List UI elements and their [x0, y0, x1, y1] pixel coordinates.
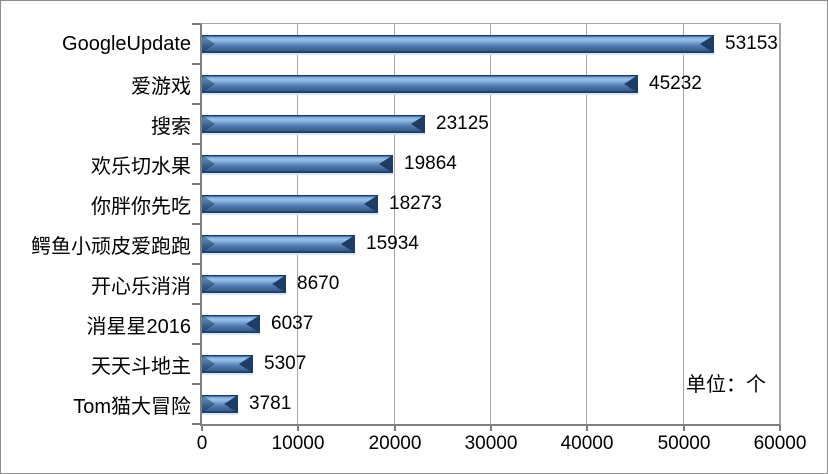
- bar: [202, 35, 714, 53]
- y-axis-tick: [192, 23, 200, 25]
- bar: [202, 155, 393, 173]
- y-axis-tick: [192, 263, 200, 265]
- bar-value-label: 23125: [436, 113, 489, 134]
- bar: [202, 275, 286, 293]
- x-axis-tick-label: 50000: [657, 433, 711, 454]
- category-axis: GoogleUpdate 爱游戏搜索欢乐切水果你胖你先吃鳄鱼小顽皮爱跑跑开心乐消消…: [1, 24, 191, 424]
- gridline: [490, 24, 491, 424]
- y-axis-tick: [192, 303, 200, 305]
- bar: [202, 315, 260, 333]
- x-axis-tick-label: 30000: [464, 433, 518, 454]
- category-label: 开心乐消消: [91, 275, 191, 298]
- x-axis-tick-label: 40000: [560, 433, 614, 454]
- gridline: [297, 24, 298, 424]
- plot-area: 53153 45232 23125 19864 18273 15934 8670 6037 53…: [200, 23, 781, 426]
- bar: [202, 75, 638, 93]
- y-axis-tick: [192, 223, 200, 225]
- y-axis-tick: [192, 423, 200, 425]
- y-axis-tick: [192, 143, 200, 145]
- x-axis-tick-label: 0: [196, 433, 208, 454]
- x-axis-tick: [201, 425, 203, 431]
- x-axis-tick: [297, 425, 299, 431]
- x-axis-tick: [779, 425, 781, 431]
- gridline: [683, 24, 684, 424]
- y-axis-tick: [192, 63, 200, 65]
- bar-value-label: 45232: [649, 73, 702, 94]
- bar: [202, 395, 238, 413]
- bar: [202, 235, 355, 253]
- bar-value-label: 18273: [389, 193, 442, 214]
- x-axis-tick-label: 20000: [368, 433, 422, 454]
- x-axis-tick-label: 60000: [753, 433, 807, 454]
- bar-value-label: 53153: [725, 33, 778, 54]
- category-label: 搜索: [151, 115, 191, 138]
- bar-value-label: 5307: [264, 353, 307, 374]
- bar-value-label: 3781: [249, 393, 292, 414]
- x-axis-tick: [586, 425, 588, 431]
- category-label: 你胖你先吃: [91, 195, 191, 218]
- y-axis-tick: [192, 343, 200, 345]
- y-axis-tick: [192, 103, 200, 105]
- category-label: GoogleUpdate: [62, 32, 191, 55]
- x-axis-tick: [394, 425, 396, 431]
- bar-value-label: 6037: [271, 313, 314, 334]
- category-label: 天天斗地主: [91, 355, 191, 378]
- gridline: [394, 24, 395, 424]
- category-label: 消星星2016: [86, 315, 192, 338]
- category-label: 鳄鱼小顽皮爱跑跑: [31, 235, 191, 258]
- bar-value-label: 15934: [366, 233, 419, 254]
- y-axis-tick: [192, 383, 200, 385]
- y-axis-tick: [192, 183, 200, 185]
- bar: [202, 115, 425, 133]
- bar-value-label: 19864: [404, 153, 457, 174]
- bar: [202, 355, 253, 373]
- bar: [202, 195, 378, 213]
- category-label: Tom猫大冒险: [73, 395, 191, 418]
- x-axis-tick: [683, 425, 685, 431]
- gridline: [779, 24, 780, 424]
- x-axis-tick-label: 10000: [271, 433, 325, 454]
- category-label: 欢乐切水果: [91, 155, 191, 178]
- x-axis-tick: [490, 425, 492, 431]
- unit-label: 单位：个: [686, 374, 766, 396]
- bar-value-label: 8670: [297, 273, 340, 294]
- gridline: [586, 24, 587, 424]
- category-label: 爱游戏: [131, 75, 191, 98]
